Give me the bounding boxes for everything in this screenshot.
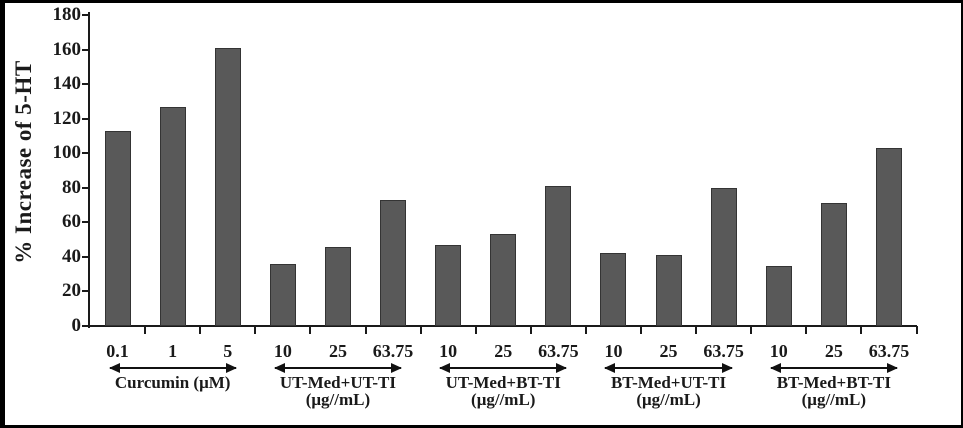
x-tick-label: 0.1 [106, 341, 129, 361]
group-range-arrow [108, 363, 237, 373]
x-tick-label: 1 [168, 341, 178, 361]
y-tick-label: 160 [52, 38, 82, 60]
y-tick-mark [82, 152, 90, 155]
arrowhead-right-icon [391, 363, 403, 373]
x-tick-mark [309, 326, 312, 334]
x-tick-mark [199, 326, 202, 334]
x-tick-mark [419, 326, 422, 334]
x-tick-mark [640, 326, 642, 334]
bar [435, 244, 462, 326]
y-tick-label: 80 [62, 176, 81, 198]
y-tick-label: 20 [62, 280, 81, 302]
x-tick-label: 25 [824, 341, 843, 361]
group-label: BT-Med+BT-TI [776, 373, 891, 392]
y-tick-label: 40 [62, 245, 81, 267]
y-tick-label: 60 [62, 211, 81, 233]
x-tick-mark [584, 326, 587, 334]
bar [269, 263, 296, 326]
group-label: BT-Med+UT-TI [610, 373, 727, 392]
bar [104, 130, 131, 326]
bar [655, 255, 682, 326]
x-tick-mark [695, 326, 698, 334]
group-unit-label: (μg//mL) [801, 390, 867, 409]
group-label: UT-Med+BT-TI [445, 373, 561, 392]
bar [765, 265, 792, 326]
x-tick-label: 25 [494, 341, 513, 361]
x-tick-mark [254, 326, 257, 334]
x-tick-label: 63.75 [538, 341, 579, 361]
x-tick-mark [915, 326, 918, 334]
x-tick-label: 10 [604, 341, 623, 361]
x-tick-label: 10 [439, 341, 458, 361]
group-unit-label: (μg//mL) [305, 390, 371, 409]
bar [159, 106, 186, 326]
y-axis-line [88, 12, 90, 328]
arrowhead-left-icon [604, 363, 616, 373]
x-tick-label: 63.75 [703, 341, 744, 361]
x-axis-line [88, 325, 917, 327]
x-tick-label: 10 [273, 341, 292, 361]
x-tick-label: 5 [223, 341, 233, 361]
group-unit-label: (μg//mL) [636, 390, 701, 409]
y-tick-mark [82, 48, 90, 51]
arrowhead-right-icon [721, 363, 733, 373]
arrowhead-right-icon [556, 363, 568, 373]
x-tick-mark [144, 326, 147, 334]
x-tick-mark [860, 326, 863, 334]
x-tick-mark [750, 326, 753, 334]
y-tick-mark [82, 117, 90, 120]
bar [600, 253, 627, 326]
y-tick-label: 120 [52, 107, 82, 129]
y-tick-mark [82, 255, 90, 258]
y-tick-label: 140 [52, 73, 82, 95]
bar [710, 187, 737, 326]
x-tick-mark [364, 326, 367, 334]
group-range-arrow [604, 363, 733, 373]
x-tick-mark [805, 326, 808, 334]
arrowhead-left-icon [108, 363, 120, 373]
group-label: UT-Med+UT-TI [279, 373, 396, 392]
x-tick-label: 25 [659, 341, 678, 361]
y-tick-mark [82, 83, 90, 86]
x-tick-label: 63.75 [372, 341, 414, 361]
bar [324, 246, 351, 326]
arrowhead-left-icon [439, 363, 451, 373]
bar [490, 234, 517, 326]
y-tick-label: 0 [71, 315, 82, 336]
y-tick-mark [82, 325, 90, 327]
bar [820, 203, 847, 326]
y-tick-label: 100 [52, 142, 82, 164]
x-tick-label: 10 [769, 341, 788, 361]
bar [875, 148, 902, 326]
arrowhead-right-icon [886, 363, 898, 373]
bar [214, 47, 241, 326]
y-tick-mark [82, 290, 90, 293]
group-range-arrow [439, 363, 568, 373]
arrowhead-left-icon [769, 363, 781, 373]
group-range-arrow [769, 363, 898, 373]
y-tick-mark [82, 14, 90, 16]
arrowhead-left-icon [273, 363, 285, 373]
y-tick-label: 180 [52, 4, 82, 25]
x-tick-label: 25 [328, 341, 347, 361]
group-range-arrow [273, 363, 403, 373]
group-unit-label: (μg//mL) [471, 390, 536, 409]
group-label: Curcumin (μM) [114, 373, 231, 392]
bar [380, 199, 407, 326]
x-tick-mark [474, 326, 477, 334]
x-tick-mark [529, 326, 532, 334]
y-tick-mark [82, 186, 90, 189]
x-tick-label: 63.75 [868, 341, 910, 361]
arrowhead-right-icon [225, 363, 237, 373]
bar [545, 186, 572, 326]
y-tick-mark [82, 221, 90, 224]
